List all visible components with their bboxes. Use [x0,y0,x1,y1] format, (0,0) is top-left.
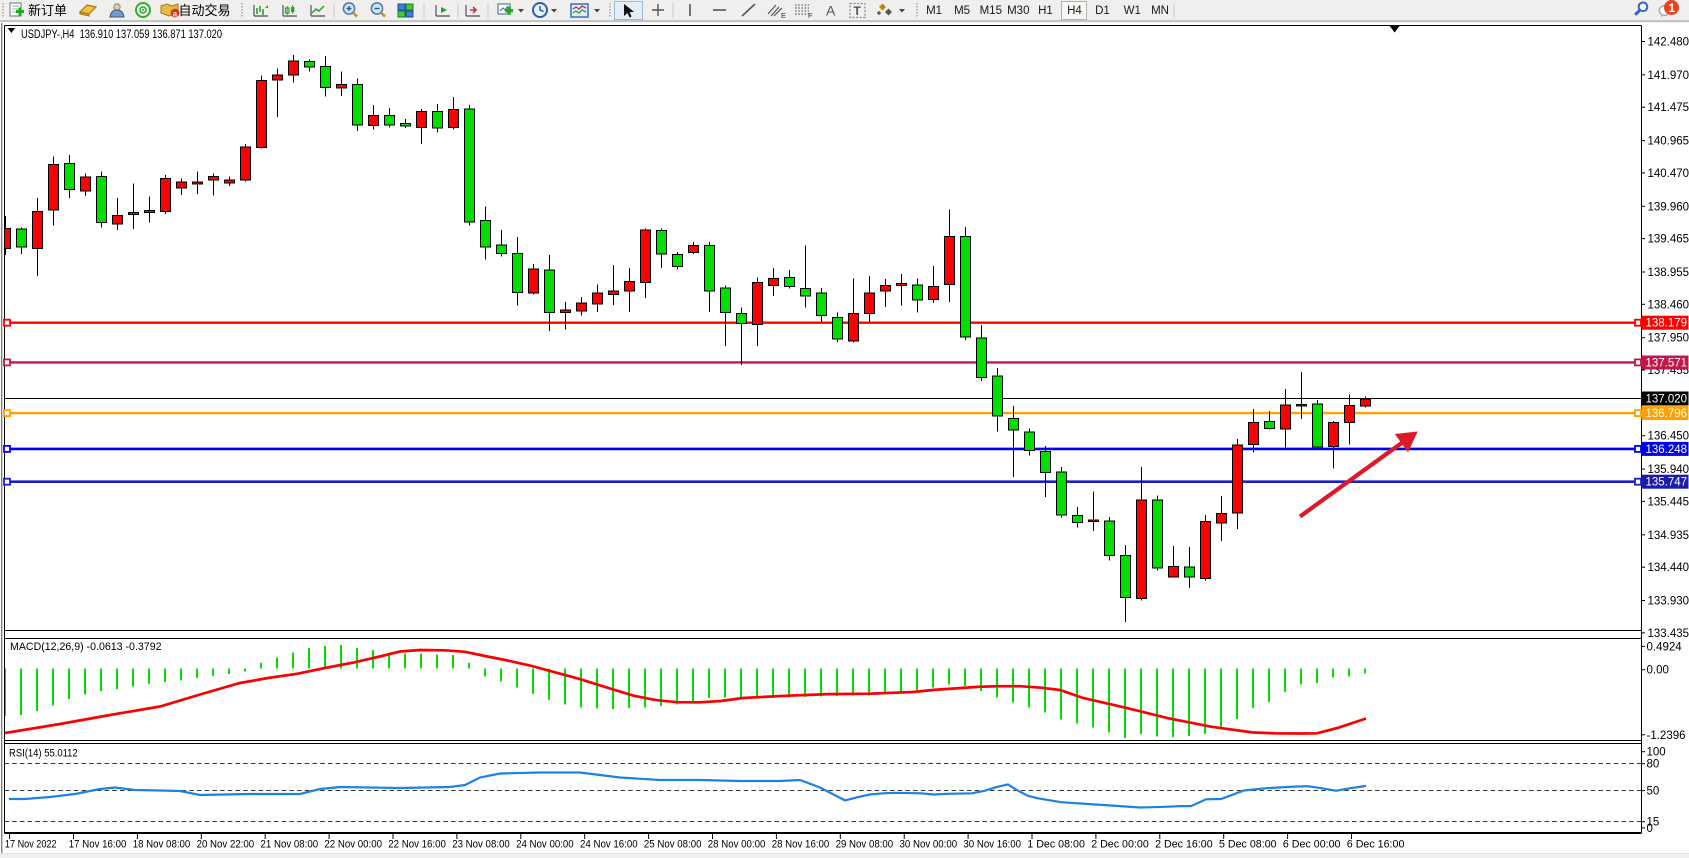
svg-text:A: A [826,3,836,19]
svg-text:6 Dec 00:00: 6 Dec 00:00 [1283,839,1341,851]
svg-text:25 Nov 08:00: 25 Nov 08:00 [644,839,702,851]
svg-text:134.935: 134.935 [1648,530,1689,542]
svg-text:140.470: 140.470 [1648,168,1689,180]
svg-text:2 Dec 16:00: 2 Dec 16:00 [1155,839,1213,851]
svg-text:USDJPY-,H4 136.910 137.059 13: USDJPY-,H4 136.910 137.059 136.871 137.0… [21,27,222,41]
svg-text:138.955: 138.955 [1648,267,1689,279]
svg-text:MN: MN [1151,5,1169,17]
svg-text:T: T [854,4,862,18]
svg-text:136.450: 136.450 [1648,431,1689,443]
svg-text:17 Nov 2022: 17 Nov 2022 [5,839,57,851]
svg-text:139.465: 139.465 [1648,234,1689,246]
svg-text:1: 1 [1669,3,1676,15]
svg-text:自动交易: 自动交易 [179,3,231,18]
svg-text:135.445: 135.445 [1648,496,1689,508]
svg-text:0: 0 [1647,823,1653,835]
svg-text:5 Dec 08:00: 5 Dec 08:00 [1219,839,1277,851]
svg-text:新订单: 新订单 [28,3,67,18]
svg-text:140.965: 140.965 [1648,136,1689,148]
svg-text:0.4924: 0.4924 [1647,641,1683,653]
svg-text:M1: M1 [926,5,942,17]
svg-text:RSI(14) 55.0112: RSI(14) 55.0112 [9,748,78,760]
svg-text:137.950: 137.950 [1648,333,1689,345]
svg-text:135.940: 135.940 [1648,464,1689,476]
svg-text:100: 100 [1647,747,1666,759]
svg-text:138.460: 138.460 [1648,299,1689,311]
svg-text:D1: D1 [1095,5,1110,17]
svg-text:H4: H4 [1067,5,1082,17]
svg-text:M5: M5 [954,5,970,17]
svg-text:24 Nov 16:00: 24 Nov 16:00 [580,839,638,851]
svg-text:M15: M15 [980,5,1002,17]
svg-text:141.475: 141.475 [1648,102,1689,114]
svg-text:6 Dec 16:00: 6 Dec 16:00 [1347,839,1405,851]
svg-text:142.480: 142.480 [1648,37,1689,49]
svg-text:28 Nov 16:00: 28 Nov 16:00 [772,839,830,851]
svg-text:50: 50 [1647,786,1660,798]
svg-text:W1: W1 [1124,5,1141,17]
svg-text:80: 80 [1647,759,1660,771]
svg-text:22 Nov 00:00: 22 Nov 00:00 [324,839,382,851]
svg-text:18 Nov 08:00: 18 Nov 08:00 [133,839,191,851]
svg-text:22 Nov 16:00: 22 Nov 16:00 [388,839,446,851]
svg-text:133.930: 133.930 [1648,596,1689,608]
svg-text:2 Dec 00:00: 2 Dec 00:00 [1091,839,1149,851]
svg-text:M30: M30 [1007,5,1029,17]
svg-text:139.960: 139.960 [1648,201,1689,213]
svg-text:30 Nov 16:00: 30 Nov 16:00 [963,839,1021,851]
svg-text:135.747: 135.747 [1646,477,1688,489]
svg-text:1 Dec 08:00: 1 Dec 08:00 [1027,839,1085,851]
svg-text:21 Nov 08:00: 21 Nov 08:00 [261,839,319,851]
svg-text:28 Nov 00:00: 28 Nov 00:00 [708,839,766,851]
svg-text:F: F [808,11,813,20]
svg-text:137.020: 137.020 [1646,394,1688,406]
svg-text:H1: H1 [1038,5,1053,17]
svg-text:136.248: 136.248 [1646,444,1688,456]
svg-text:23 Nov 08:00: 23 Nov 08:00 [452,839,510,851]
svg-text:17 Nov 16:00: 17 Nov 16:00 [69,839,127,851]
svg-text:24 Nov 00:00: 24 Nov 00:00 [516,839,574,851]
svg-text:15: 15 [1647,817,1660,829]
svg-text:a: a [173,9,178,18]
svg-text:134.440: 134.440 [1648,562,1689,574]
svg-text:138.179: 138.179 [1646,318,1688,330]
svg-text:0.00: 0.00 [1647,665,1669,677]
svg-text:133.435: 133.435 [1648,628,1689,640]
svg-text:MACD(12,26,9) -0.0613 -0.3792: MACD(12,26,9) -0.0613 -0.3792 [10,641,162,653]
svg-text:E: E [781,11,786,20]
svg-text:20 Nov 22:00: 20 Nov 22:00 [197,839,255,851]
svg-text:136.796: 136.796 [1646,408,1688,420]
svg-text:137.571: 137.571 [1646,358,1688,370]
svg-text:29 Nov 08:00: 29 Nov 08:00 [836,839,894,851]
svg-text:-1.2396: -1.2396 [1647,730,1686,742]
svg-text:141.970: 141.970 [1648,70,1689,82]
svg-text:30 Nov 00:00: 30 Nov 00:00 [900,839,958,851]
